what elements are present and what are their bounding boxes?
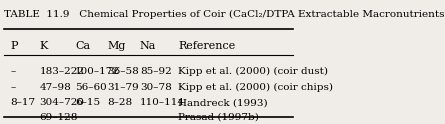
Text: Kipp et al. (2000) (coir dust): Kipp et al. (2000) (coir dust) [178, 67, 328, 76]
Text: –: – [10, 67, 16, 76]
Text: Reference: Reference [178, 41, 235, 51]
Text: 6–15: 6–15 [75, 98, 100, 108]
Text: Ca: Ca [75, 41, 90, 51]
Text: K: K [40, 41, 48, 51]
Text: Na: Na [140, 41, 156, 51]
Text: 8–17: 8–17 [10, 98, 35, 108]
Text: 30–78: 30–78 [140, 83, 172, 92]
Text: TABLE  11.9   Chemical Properties of Coir (CaCl₂/DTPA Extractable Macronutrients: TABLE 11.9 Chemical Properties of Coir (… [4, 10, 445, 19]
Text: Kipp et al. (2000) (coir chips): Kipp et al. (2000) (coir chips) [178, 83, 333, 92]
Text: 31–79: 31–79 [107, 83, 139, 92]
Text: 110–114: 110–114 [140, 98, 185, 108]
Text: 183–222: 183–222 [40, 67, 85, 76]
Text: 56–60: 56–60 [75, 83, 107, 92]
Text: 36–58: 36–58 [107, 67, 139, 76]
Text: Prasad (1997b): Prasad (1997b) [178, 113, 259, 122]
Text: P: P [10, 41, 18, 51]
Text: 8–28: 8–28 [107, 98, 133, 108]
Text: 304–720: 304–720 [40, 98, 85, 108]
Text: 69–128: 69–128 [40, 113, 78, 122]
Text: 100–172: 100–172 [75, 67, 120, 76]
Text: Handreck (1993): Handreck (1993) [178, 98, 268, 108]
Text: –: – [10, 83, 16, 92]
Text: 47–98: 47–98 [40, 83, 72, 92]
Text: 85–92: 85–92 [140, 67, 172, 76]
Text: Mg: Mg [107, 41, 126, 51]
